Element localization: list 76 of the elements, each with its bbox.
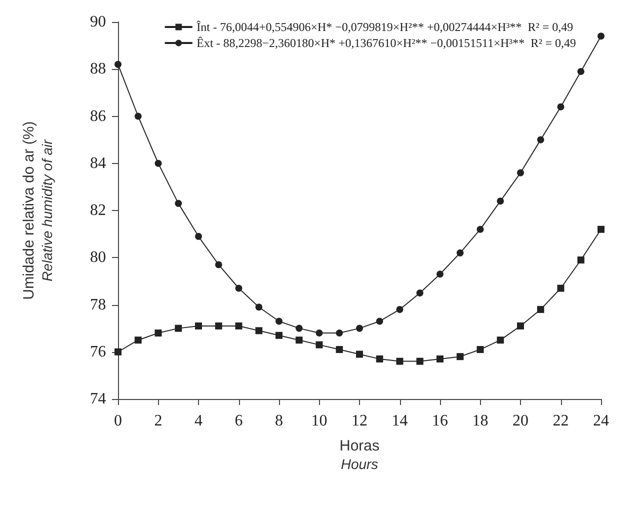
point (396, 306, 404, 313)
x-tick-label: 14 (392, 412, 408, 430)
point (557, 103, 564, 110)
point (416, 289, 424, 296)
y-tick-label: 86 (90, 108, 106, 125)
x-tick-label: 24 (593, 412, 609, 430)
point (598, 32, 604, 40)
x-axis-title: Horas Hours (339, 438, 380, 472)
point (316, 341, 323, 348)
y-axis-title: Umidade relativa do ar (%) Relative humidity of air (20, 121, 55, 300)
point (195, 322, 202, 330)
point (134, 112, 142, 120)
point (296, 324, 303, 332)
point (316, 330, 323, 337)
point (114, 348, 122, 356)
point (577, 256, 584, 264)
point (114, 60, 122, 68)
point (255, 304, 262, 311)
point (296, 336, 303, 344)
point (436, 355, 444, 362)
point (436, 270, 444, 278)
point (154, 330, 162, 337)
point (356, 350, 363, 358)
point (276, 332, 282, 339)
point (336, 330, 343, 337)
y-tick-label: 74 (90, 390, 106, 408)
point (215, 261, 222, 268)
point (356, 324, 363, 332)
x-tick-label: 8 (275, 412, 283, 430)
y-tick-label: 88 (90, 60, 106, 78)
point (215, 322, 222, 330)
point (476, 226, 484, 233)
y-tick-label: 82 (90, 202, 106, 219)
x-tick-label: 0 (114, 412, 122, 430)
point (416, 358, 424, 365)
point (235, 322, 242, 330)
point (476, 346, 484, 354)
legend-label: Êxt - 88,2298−2,360180×H* +0,1367610×H²** −0,00151511×H³** R² = 0,49 (196, 36, 576, 50)
x-tick-label: 4 (194, 412, 202, 430)
point (537, 306, 544, 313)
point (537, 136, 544, 144)
y-tick-label: 78 (90, 296, 106, 314)
point (276, 318, 282, 325)
point (255, 327, 262, 334)
y-tick-label: 80 (90, 249, 106, 266)
point (376, 355, 384, 362)
point (496, 336, 504, 344)
y-tick-label: 84 (90, 154, 106, 172)
x-tick-label: 12 (352, 412, 368, 430)
point (174, 200, 182, 207)
point (235, 284, 242, 292)
x-tick-label: 22 (552, 412, 569, 430)
point (577, 68, 584, 75)
point (456, 249, 464, 256)
x-tick-label: 2 (154, 412, 162, 430)
point (134, 336, 142, 344)
point (336, 346, 343, 354)
point (456, 353, 464, 360)
x-tick-label: 20 (512, 412, 528, 430)
point (496, 198, 504, 205)
point (396, 358, 404, 365)
point (517, 169, 524, 176)
point (517, 322, 524, 330)
point (376, 318, 384, 325)
y-tick-label: 76 (90, 343, 106, 360)
legend-label: Înt - 76,0044+0,554906×H* −0,0799819×H²** +0,00274444×H³** R² = 0,49 (196, 20, 574, 34)
x-tick-label: 16 (432, 412, 448, 430)
point (557, 284, 564, 292)
x-tick-label: 18 (472, 412, 488, 430)
y-tick-label: 90 (90, 14, 106, 30)
point (154, 160, 162, 167)
point (174, 324, 182, 332)
x-tick-label: 6 (234, 412, 243, 430)
point (195, 232, 202, 240)
point (598, 226, 604, 233)
x-tick-label: 10 (311, 412, 328, 430)
